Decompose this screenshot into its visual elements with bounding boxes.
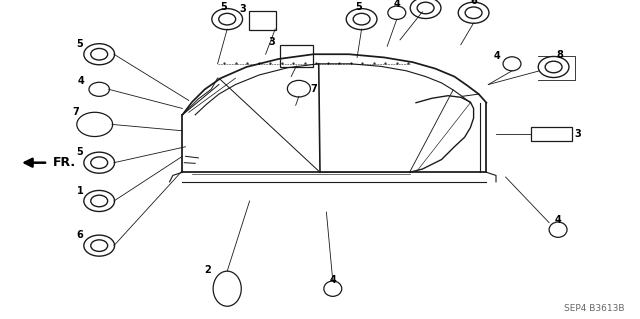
Text: 5: 5 [221, 2, 227, 12]
Text: 4: 4 [78, 76, 84, 86]
Text: 2: 2 [205, 264, 211, 275]
Text: 4: 4 [330, 275, 336, 285]
Text: SEP4 B3613B: SEP4 B3613B [563, 304, 624, 313]
Bar [531, 127, 573, 141]
Text: 9: 9 [422, 0, 429, 1]
Bar [280, 45, 313, 67]
Text: 6: 6 [470, 0, 477, 6]
Text: 4: 4 [493, 50, 500, 61]
Text: 4: 4 [394, 0, 400, 10]
Text: 7: 7 [311, 84, 317, 94]
Text: 5: 5 [355, 2, 362, 12]
Text: 6: 6 [77, 230, 83, 241]
Text: FR.: FR. [52, 156, 76, 169]
Text: 8: 8 [557, 50, 563, 60]
Text: 3: 3 [240, 4, 246, 14]
Text: 3: 3 [574, 129, 580, 139]
Text: 7: 7 [72, 107, 79, 117]
Bar [249, 11, 276, 30]
Text: 4: 4 [555, 215, 561, 225]
Text: 1: 1 [77, 186, 83, 196]
Text: 5: 5 [77, 147, 83, 158]
Text: 5: 5 [77, 39, 83, 49]
Text: 3: 3 [269, 37, 275, 48]
